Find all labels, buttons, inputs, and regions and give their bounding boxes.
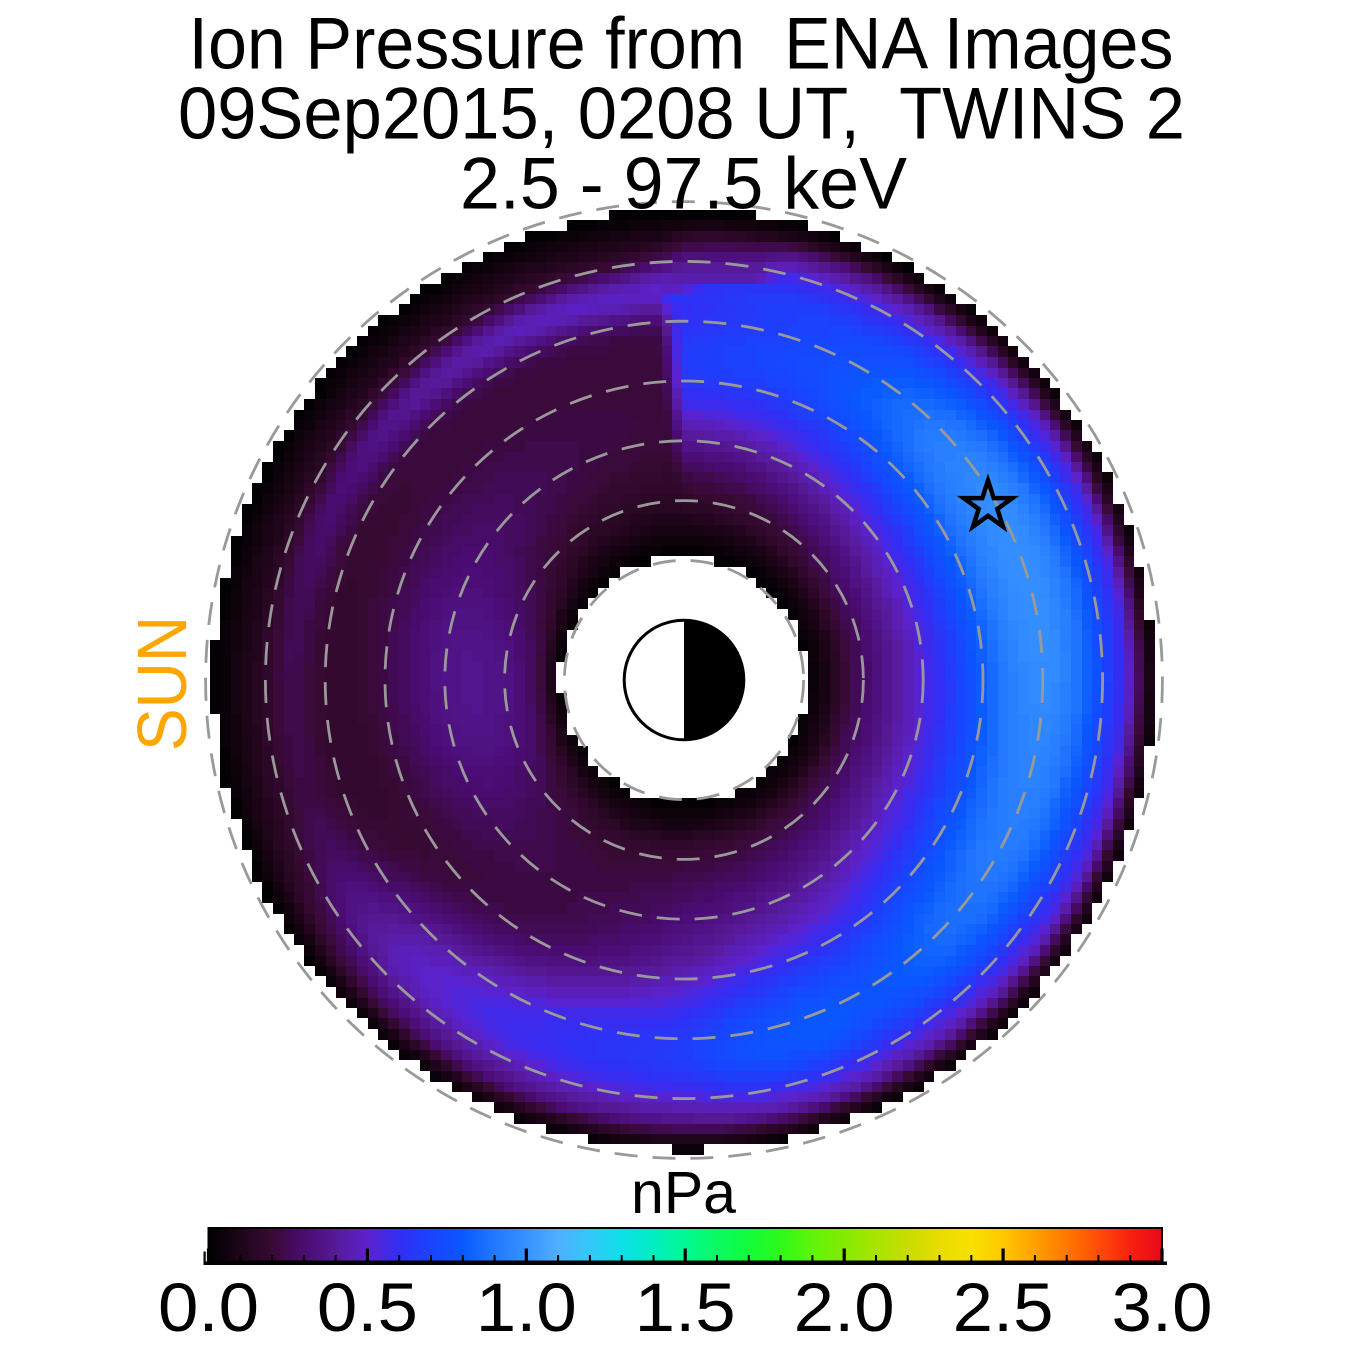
- svg-text:nPa: nPa: [631, 1160, 736, 1226]
- svg-text:2.0: 2.0: [794, 1269, 895, 1346]
- svg-text:09Sep2015, 0208 UT, TWINS 2: 09Sep2015, 0208 UT, TWINS 2: [178, 74, 1185, 155]
- svg-text:2.5: 2.5: [953, 1269, 1054, 1346]
- svg-text:1.0: 1.0: [476, 1269, 577, 1346]
- svg-text:2.5 - 97.5 keV: 2.5 - 97.5 keV: [460, 144, 907, 225]
- svg-text:0.0: 0.0: [158, 1269, 259, 1346]
- svg-text:0.5: 0.5: [317, 1269, 418, 1346]
- svg-text:3.0: 3.0: [1112, 1269, 1213, 1346]
- svg-text:Ion Pressure from ENA Images: Ion Pressure from ENA Images: [189, 4, 1174, 85]
- svg-text:1.5: 1.5: [635, 1269, 736, 1346]
- svg-text:SUN: SUN: [123, 616, 201, 751]
